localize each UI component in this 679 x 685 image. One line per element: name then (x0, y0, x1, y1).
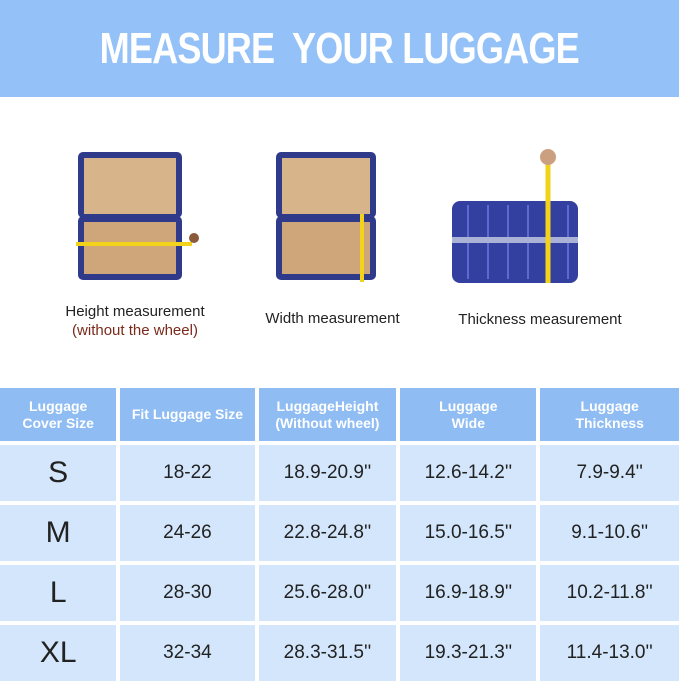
value-cell: 16.9-18.9'' (400, 565, 537, 621)
value-cell: 22.8-24.8'' (258, 505, 397, 561)
column-header: LuggageHeight (Without wheel) (258, 388, 397, 441)
value-cell: 11.4-13.0'' (540, 625, 679, 681)
column-header: Luggage Cover Size (0, 388, 117, 441)
table-row: XL 32-34 28.3-31.5'' 19.3-21.3'' 11.4-13.0'' (0, 625, 679, 681)
height-label: Height measurement (65, 303, 205, 320)
value-cell: 7.9-9.4'' (540, 445, 679, 501)
column-header: Luggage Wide (400, 388, 537, 441)
header-text: Luggage (439, 397, 498, 414)
value-cell: 28-30 (120, 565, 255, 621)
header-text: Wide (451, 414, 485, 431)
title-banner: MEASURE YOUR LUGGAGE (0, 0, 679, 97)
page-title: MEASURE YOUR LUGGAGE (99, 23, 580, 73)
header-text: Cover Size (22, 414, 94, 431)
value-cell: 24-26 (120, 505, 255, 561)
value-cell: 18-22 (120, 445, 255, 501)
header-text: LuggageHeight (276, 397, 379, 414)
value-cell: 32-34 (120, 625, 255, 681)
size-cell: S (0, 445, 117, 501)
table-row: L 28-30 25.6-28.0'' 16.9-18.9'' 10.2-11.8'' (0, 565, 679, 621)
value-cell: 9.1-10.6'' (540, 505, 679, 561)
table-row: M 24-26 22.8-24.8'' 15.0-16.5'' 9.1-10.6'' (0, 505, 679, 561)
header-text: Luggage (29, 397, 88, 414)
size-cell: XL (0, 625, 117, 681)
size-cell: L (0, 565, 117, 621)
value-cell: 18.9-20.9'' (258, 445, 397, 501)
height-note: (without the wheel) (72, 322, 198, 339)
value-cell: 19.3-21.3'' (400, 625, 537, 681)
size-chart-table: Luggage Cover Size Fit Luggage Size Luggage… (0, 384, 679, 685)
table-row: S 18-22 18.9-20.9'' 12.6-14.2'' 7.9-9.4'' (0, 445, 679, 501)
thickness-caption: Thickness measurement (458, 311, 622, 328)
value-cell: 15.0-16.5'' (400, 505, 537, 561)
closed-suitcase-thickness-image (452, 149, 578, 283)
header-text: (Without wheel) (275, 414, 380, 431)
open-suitcase-height-image (76, 152, 199, 280)
open-suitcase-width-image (276, 152, 376, 282)
header-text: Thickness (575, 414, 644, 431)
header-text: Luggage (580, 397, 639, 414)
header-text: Fit Luggage Size (131, 406, 244, 422)
column-header: Luggage Thickness (540, 388, 679, 441)
value-cell: 28.3-31.5'' (258, 625, 397, 681)
value-cell: 12.6-14.2'' (400, 445, 537, 501)
width-caption: Width measurement (265, 310, 400, 327)
value-cell: 10.2-11.8'' (540, 565, 679, 621)
height-caption: Height measurement (without the wheel) (40, 302, 230, 340)
column-header: Fit Luggage Size (120, 388, 255, 441)
table-header-row: Luggage Cover Size Fit Luggage Size Luggage… (0, 388, 679, 441)
value-cell: 25.6-28.0'' (258, 565, 397, 621)
size-cell: M (0, 505, 117, 561)
